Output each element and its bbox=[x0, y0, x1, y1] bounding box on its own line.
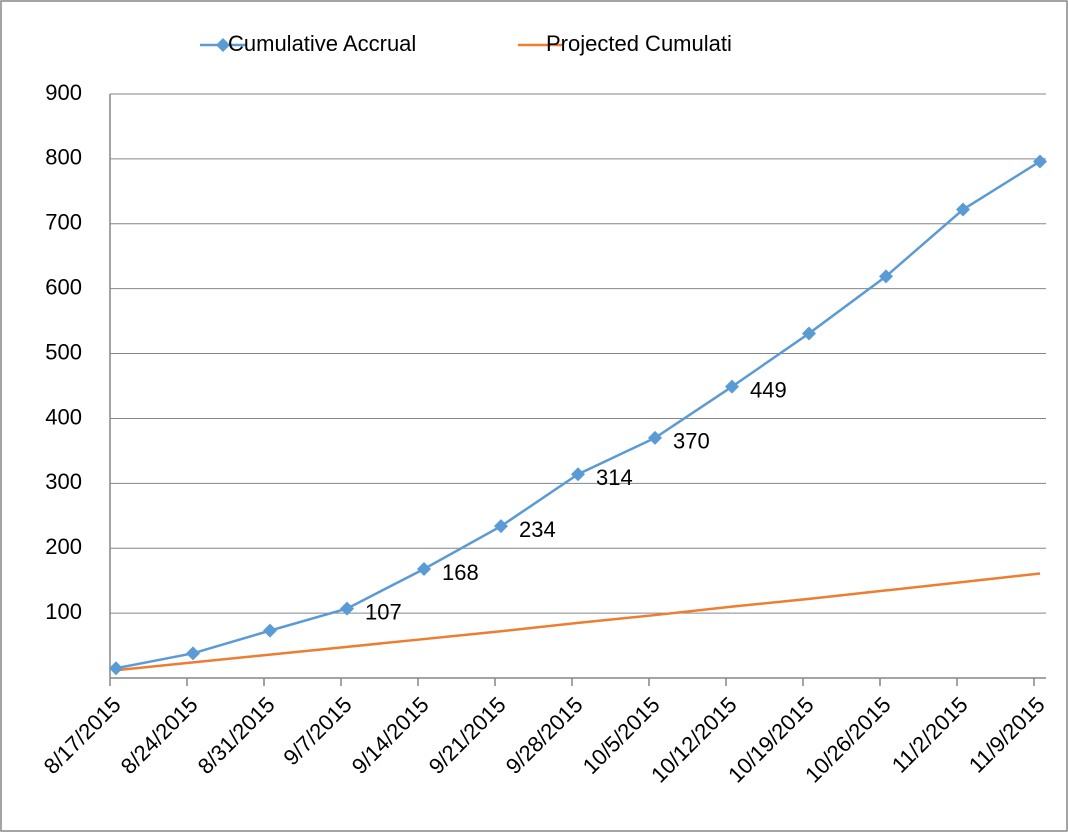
legend-label: Projected Cumulati bbox=[546, 31, 732, 56]
data-point bbox=[1033, 154, 1047, 169]
y-tick-label: 900 bbox=[45, 80, 82, 105]
data-point bbox=[340, 601, 354, 616]
data-point bbox=[879, 269, 893, 284]
data-label: 107 bbox=[365, 599, 402, 624]
data-label: 168 bbox=[442, 560, 479, 585]
data-point bbox=[956, 202, 970, 217]
data-label: 370 bbox=[673, 429, 710, 454]
y-tick-label: 800 bbox=[45, 145, 82, 170]
data-label: 314 bbox=[596, 465, 633, 490]
y-tick-label: 600 bbox=[45, 274, 82, 299]
data-point bbox=[263, 623, 277, 638]
y-tick-label: 700 bbox=[45, 210, 82, 235]
y-tick-label: 100 bbox=[45, 599, 82, 624]
data-point bbox=[648, 430, 662, 445]
data-point bbox=[186, 646, 200, 661]
data-point bbox=[571, 467, 585, 482]
legend-marker bbox=[216, 38, 230, 52]
data-point bbox=[725, 379, 739, 394]
data-point bbox=[417, 561, 431, 576]
data-label: 449 bbox=[750, 377, 787, 402]
series-line bbox=[115, 572, 1041, 672]
y-tick-label: 400 bbox=[45, 404, 82, 429]
data-point bbox=[802, 326, 816, 341]
y-tick-label: 500 bbox=[45, 339, 82, 364]
y-tick-label: 300 bbox=[45, 469, 82, 494]
data-label: 234 bbox=[519, 517, 556, 542]
data-point bbox=[494, 519, 508, 534]
y-tick-label: 200 bbox=[45, 534, 82, 559]
legend-label: Cumulative Accrual bbox=[228, 31, 416, 56]
data-point bbox=[109, 661, 123, 676]
